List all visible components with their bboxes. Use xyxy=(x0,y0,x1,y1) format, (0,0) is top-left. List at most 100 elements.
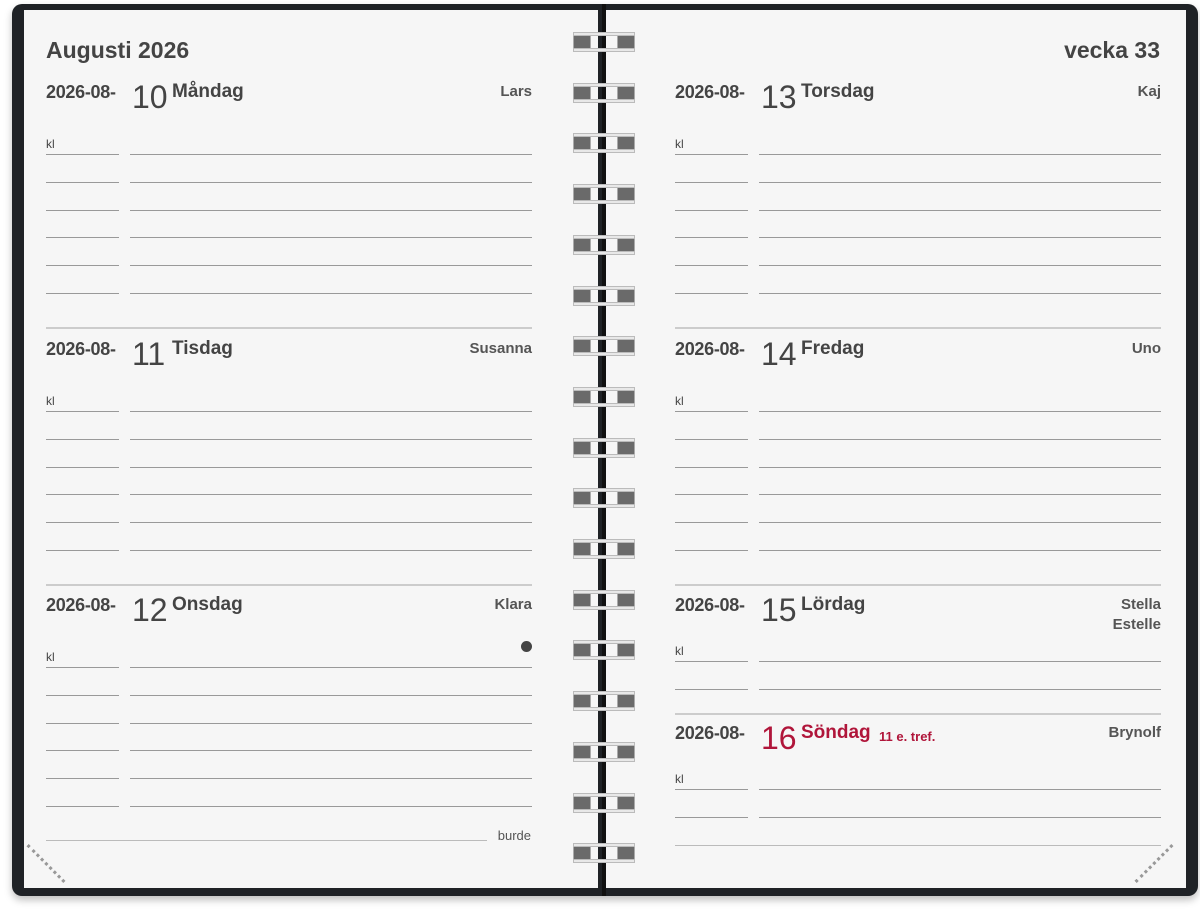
note-line[interactable] xyxy=(759,237,1161,239)
note-line[interactable] xyxy=(130,667,532,668)
spiral-ring xyxy=(573,82,635,103)
time-line[interactable] xyxy=(675,411,748,412)
time-label: kl xyxy=(46,137,55,151)
time-line[interactable] xyxy=(46,667,119,668)
note-line[interactable] xyxy=(130,265,532,267)
time-line[interactable] xyxy=(675,438,748,440)
brand-logo: burde xyxy=(497,828,531,843)
note-line[interactable] xyxy=(759,438,1161,440)
right-page xyxy=(606,10,1186,888)
time-line[interactable] xyxy=(675,816,748,818)
time-line[interactable] xyxy=(675,661,748,662)
note-line[interactable] xyxy=(130,522,532,524)
time-line[interactable] xyxy=(46,722,119,724)
note-line[interactable] xyxy=(130,694,532,696)
time-line[interactable] xyxy=(46,466,119,468)
weekday: Måndag xyxy=(172,81,244,102)
name-day: Brynolf xyxy=(1108,724,1162,741)
spiral-ring xyxy=(573,589,635,610)
note-line[interactable] xyxy=(130,722,532,724)
note-line[interactable] xyxy=(130,466,532,468)
time-line[interactable] xyxy=(46,494,119,496)
note-line[interactable] xyxy=(130,550,532,551)
note-line[interactable] xyxy=(130,750,532,752)
time-line[interactable] xyxy=(675,688,748,690)
date-prefix: 2026-08- xyxy=(675,339,745,359)
time-line[interactable] xyxy=(675,237,748,239)
time-line[interactable] xyxy=(46,154,119,155)
time-line[interactable] xyxy=(675,466,748,468)
time-line[interactable] xyxy=(46,438,119,440)
day-separator xyxy=(46,327,532,329)
date-prefix: 2026-08- xyxy=(46,339,116,359)
note-line[interactable] xyxy=(759,265,1161,267)
spiral-ring xyxy=(573,133,635,154)
note-line[interactable] xyxy=(130,237,532,239)
day-number: 12 xyxy=(132,592,168,628)
note-line[interactable] xyxy=(130,293,532,294)
name-day: Kaj xyxy=(1137,83,1161,100)
note-line[interactable] xyxy=(759,209,1161,211)
spiral-ring xyxy=(573,184,635,205)
spiral-ring xyxy=(573,32,635,52)
note-line[interactable] xyxy=(759,550,1161,551)
time-line[interactable] xyxy=(46,806,119,807)
time-line[interactable] xyxy=(46,750,119,752)
note-line[interactable] xyxy=(759,661,1161,662)
time-line[interactable] xyxy=(46,265,119,267)
time-line[interactable] xyxy=(675,522,748,524)
time-line[interactable] xyxy=(46,411,119,412)
spiral-ring xyxy=(573,691,635,712)
note-line[interactable] xyxy=(759,494,1161,496)
time-label: kl xyxy=(675,137,684,151)
spiral-ring xyxy=(573,234,635,255)
note-line[interactable] xyxy=(759,789,1161,790)
time-line[interactable] xyxy=(46,694,119,696)
time-line[interactable] xyxy=(46,550,119,551)
time-line[interactable] xyxy=(675,789,748,790)
note-line[interactable] xyxy=(130,494,532,496)
time-line[interactable] xyxy=(46,778,119,780)
time-line[interactable] xyxy=(46,522,119,524)
note-line[interactable] xyxy=(46,840,487,841)
note-line[interactable] xyxy=(130,209,532,211)
day-separator xyxy=(675,713,1161,715)
time-line[interactable] xyxy=(675,209,748,211)
note-line[interactable] xyxy=(675,845,1161,846)
time-line[interactable] xyxy=(675,494,748,496)
time-line[interactable] xyxy=(675,265,748,267)
time-line[interactable] xyxy=(46,237,119,239)
note-line[interactable] xyxy=(759,411,1161,412)
day-separator xyxy=(675,584,1161,586)
note-line[interactable] xyxy=(759,688,1161,690)
time-line[interactable] xyxy=(675,550,748,551)
note-line[interactable] xyxy=(759,181,1161,183)
time-line[interactable] xyxy=(46,293,119,294)
spiral-ring xyxy=(573,640,635,661)
time-line[interactable] xyxy=(46,181,119,183)
time-line[interactable] xyxy=(46,209,119,211)
time-line[interactable] xyxy=(675,293,748,294)
note-line[interactable] xyxy=(759,293,1161,294)
note-line[interactable] xyxy=(130,438,532,440)
spiral-ring xyxy=(573,741,635,762)
note-line[interactable] xyxy=(759,154,1161,155)
note-line[interactable] xyxy=(759,522,1161,524)
church-day-note: 11 e. tref. xyxy=(879,729,936,744)
time-line[interactable] xyxy=(675,181,748,183)
time-label: kl xyxy=(675,394,684,408)
day-number: 11 xyxy=(132,336,166,372)
note-line[interactable] xyxy=(130,778,532,780)
note-line[interactable] xyxy=(130,411,532,412)
spiral-ring xyxy=(573,843,635,864)
note-line[interactable] xyxy=(759,816,1161,818)
note-line[interactable] xyxy=(130,806,532,807)
full-moon-dot-icon xyxy=(521,641,532,652)
spiral-ring xyxy=(573,792,635,813)
note-line[interactable] xyxy=(130,181,532,183)
note-line[interactable] xyxy=(130,154,532,155)
name-day: Susanna xyxy=(469,340,532,357)
note-line[interactable] xyxy=(759,466,1161,468)
name-day: Uno xyxy=(1131,340,1161,357)
time-line[interactable] xyxy=(675,154,748,155)
